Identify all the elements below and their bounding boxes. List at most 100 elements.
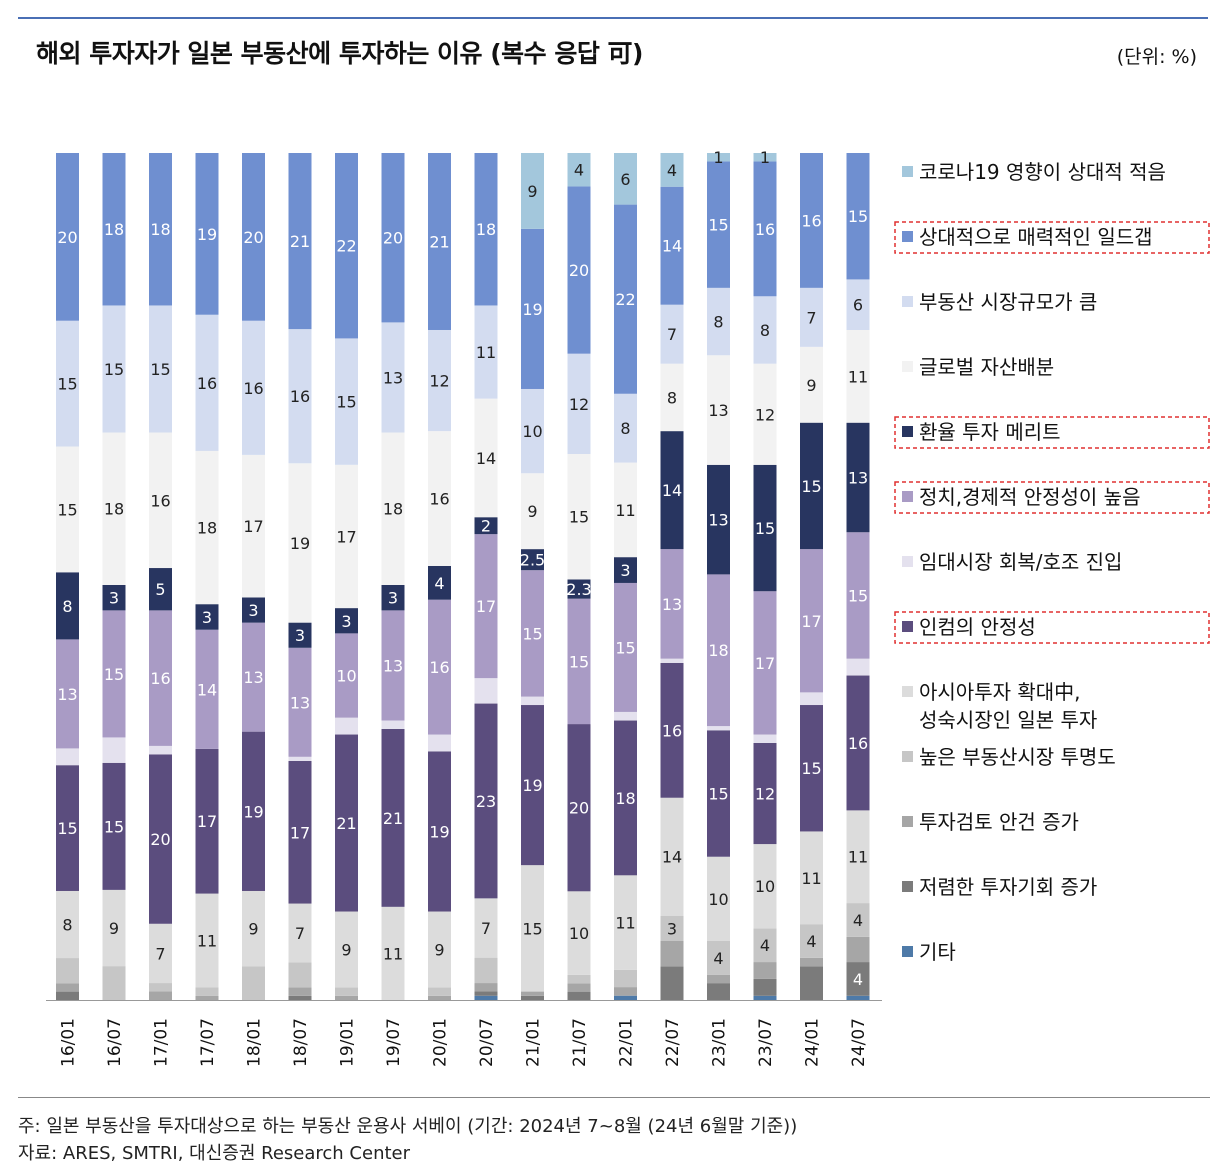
data-label: 8 [667, 388, 677, 407]
bar-segment [56, 639, 79, 749]
data-label: 3 [620, 561, 630, 580]
data-label: 16 [150, 669, 170, 688]
data-label: 16 [290, 387, 310, 406]
data-label: 4 [853, 911, 863, 930]
legend-swatch [902, 946, 913, 957]
bar-segment [335, 608, 358, 634]
bar-segment [567, 579, 591, 599]
data-label: 3 [667, 919, 677, 938]
bar-segment [753, 742, 777, 845]
bar-segment [428, 153, 451, 330]
data-label: 11 [848, 848, 868, 867]
bar-segment [660, 966, 684, 1000]
data-label: 15 [848, 207, 868, 226]
bar-segment [242, 731, 265, 891]
bar-segment [846, 936, 870, 963]
legend-label: 기타 [919, 940, 956, 964]
bar-segment [660, 153, 684, 187]
legend-swatch [902, 361, 913, 372]
bar-segment [474, 153, 498, 306]
bar-segment [149, 432, 172, 569]
data-label: 18 [476, 220, 496, 239]
bar-segment [428, 431, 451, 566]
bar-segment [707, 726, 730, 731]
data-label: 17 [243, 517, 263, 536]
bar-segment [102, 153, 126, 306]
bar-segment [846, 810, 870, 904]
data-label: 15 [569, 652, 589, 671]
bar-segment [707, 730, 730, 857]
legend-label: 글로벌 자산배분 [919, 355, 1054, 379]
bar-segment [800, 287, 823, 347]
bar-segment [56, 153, 79, 321]
data-label: 20 [383, 229, 403, 248]
x-tick-label: 18/01 [245, 1018, 265, 1067]
x-tick-label: 20/01 [431, 1018, 451, 1067]
data-label: 17 [801, 612, 821, 631]
bar-segment [56, 958, 79, 984]
bar-segment [753, 591, 777, 735]
data-label: 18 [150, 220, 170, 239]
bar-segment [288, 647, 312, 757]
bar-segment [521, 705, 544, 866]
legend-highlight-box [894, 611, 1210, 644]
bar-segment [614, 987, 637, 996]
bar-segment [846, 675, 870, 811]
data-label: 10 [755, 877, 775, 896]
bar-segment [521, 995, 544, 1000]
legend-label: 저렴한 투자기회 증가 [919, 875, 1097, 899]
data-label: 2.5 [520, 551, 545, 570]
bar-segment [567, 153, 591, 187]
data-label: 20 [569, 261, 589, 280]
data-label: 7 [155, 944, 165, 963]
bar-segment [195, 153, 219, 315]
bar-segment [381, 906, 405, 1000]
data-label: 10 [708, 890, 728, 909]
x-tick-label: 21/07 [570, 1018, 590, 1067]
x-tick-label: 22/07 [663, 1018, 683, 1067]
data-label: 9 [434, 940, 444, 959]
data-label: 4 [434, 574, 444, 593]
data-label: 15 [755, 519, 775, 538]
data-label: 9 [248, 920, 258, 939]
data-label: 15 [801, 759, 821, 778]
legend-label: 임대시장 회복/호조 진입 [919, 550, 1122, 574]
bar-segment [660, 304, 684, 364]
bar-segment [288, 761, 312, 904]
legend-swatch [902, 556, 913, 567]
bar-segment [242, 966, 265, 1000]
bar-segment [660, 662, 684, 798]
data-label: 15 [801, 477, 821, 496]
bar-segment [521, 696, 544, 706]
data-label: 8 [62, 916, 72, 935]
bar-segment [800, 153, 823, 288]
data-label: 3 [202, 608, 212, 627]
data-label: 21 [290, 232, 310, 251]
bar-segment [474, 983, 498, 992]
bar-segment [567, 991, 591, 1000]
data-label: 15 [615, 638, 635, 657]
data-label: 10 [569, 924, 589, 943]
bar-segment [335, 633, 358, 718]
bar-segment [753, 962, 777, 979]
data-label: 6 [620, 170, 630, 189]
bar-segment [707, 856, 730, 942]
legend-highlight-box [894, 481, 1210, 514]
bar-segment [428, 987, 451, 996]
bar-segment [707, 974, 730, 984]
bar-segment [660, 797, 684, 916]
bar-segment [753, 844, 777, 929]
bar-segment [567, 891, 591, 975]
bar-segment [149, 610, 172, 746]
data-label: 20 [57, 228, 77, 247]
legend-swatch [902, 231, 913, 242]
bar-segment [288, 622, 312, 648]
bar-segment [474, 534, 498, 679]
bar-segment [474, 398, 498, 518]
bar-segment [800, 705, 823, 832]
legend-swatch [902, 751, 913, 762]
bar-segment [242, 622, 265, 732]
data-label: 17 [197, 812, 217, 831]
x-tick-label: 16/07 [105, 1018, 125, 1067]
bar-segment [381, 432, 405, 585]
